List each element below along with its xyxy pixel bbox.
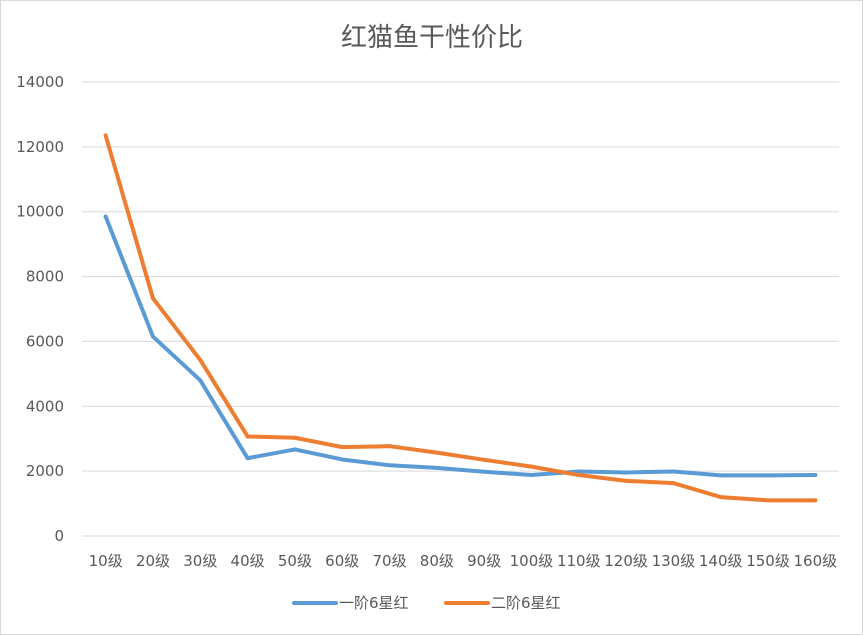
data-point xyxy=(482,469,487,474)
x-tick-label: 50级 xyxy=(278,552,312,570)
data-point xyxy=(576,473,581,478)
data-point xyxy=(103,214,108,219)
y-tick-label: 10000 xyxy=(16,203,64,221)
x-tick-label: 110级 xyxy=(557,552,601,570)
x-tick-label: 100级 xyxy=(510,552,554,570)
data-point xyxy=(103,133,108,138)
data-point xyxy=(150,334,155,339)
series-line-1 xyxy=(103,214,818,478)
data-point xyxy=(718,473,723,478)
legend-label-2: 二阶6星红 xyxy=(491,594,561,612)
data-point xyxy=(671,481,676,486)
gridlines xyxy=(82,81,839,537)
data-point xyxy=(292,435,297,440)
data-point xyxy=(387,463,392,468)
chart-title: 红猫鱼干性价比 xyxy=(341,23,523,53)
data-point xyxy=(245,434,250,439)
data-point xyxy=(198,378,203,383)
y-tick-label: 2000 xyxy=(26,462,64,480)
data-point xyxy=(529,464,534,469)
x-tick-label: 80级 xyxy=(420,552,454,570)
x-axis-ticks: 10级 20级 30级 40级 50级 60级 70级 80级 90级 100级 110级 120级 1… xyxy=(89,552,838,570)
data-point xyxy=(576,469,581,474)
x-tick-label: 70级 xyxy=(372,552,406,570)
data-point xyxy=(434,465,439,470)
x-tick-label: 40级 xyxy=(231,552,265,570)
data-point xyxy=(482,457,487,462)
x-tick-label: 130级 xyxy=(652,552,696,570)
y-tick-label: 6000 xyxy=(26,332,64,350)
data-point xyxy=(198,357,203,362)
x-tick-label: 30级 xyxy=(183,552,217,570)
data-point xyxy=(624,470,629,475)
data-point xyxy=(245,456,250,461)
data-point xyxy=(292,447,297,452)
y-tick-label: 8000 xyxy=(26,268,64,286)
series-lines xyxy=(103,133,818,503)
data-point xyxy=(529,473,534,478)
legend-label-1: 一阶6星红 xyxy=(339,594,409,612)
x-tick-label: 60级 xyxy=(325,552,359,570)
y-axis-ticks: 0 2000 4000 6000 8000 10000 12000 14000 xyxy=(16,73,64,545)
x-tick-label: 90级 xyxy=(467,552,501,570)
data-point xyxy=(387,444,392,449)
x-tick-label: 20级 xyxy=(136,552,170,570)
legend: 一阶6星红 二阶6星红 xyxy=(292,594,561,612)
x-tick-label: 140级 xyxy=(699,552,743,570)
y-tick-label: 12000 xyxy=(16,138,64,156)
x-tick-label: 150级 xyxy=(746,552,790,570)
y-tick-label: 4000 xyxy=(26,397,64,415)
data-point xyxy=(766,498,771,503)
y-tick-label: 14000 xyxy=(16,73,64,91)
data-point xyxy=(671,469,676,474)
data-point xyxy=(624,478,629,483)
data-point xyxy=(434,450,439,455)
data-point xyxy=(150,296,155,301)
data-point xyxy=(766,473,771,478)
x-tick-label: 120级 xyxy=(604,552,648,570)
x-tick-label: 10级 xyxy=(89,552,123,570)
data-point xyxy=(340,457,345,462)
data-point xyxy=(718,495,723,500)
data-point xyxy=(813,473,818,478)
data-point xyxy=(340,445,345,450)
y-tick-label: 0 xyxy=(54,527,64,545)
x-tick-label: 160级 xyxy=(794,552,838,570)
data-point xyxy=(813,498,818,503)
series-line-2 xyxy=(103,133,818,503)
